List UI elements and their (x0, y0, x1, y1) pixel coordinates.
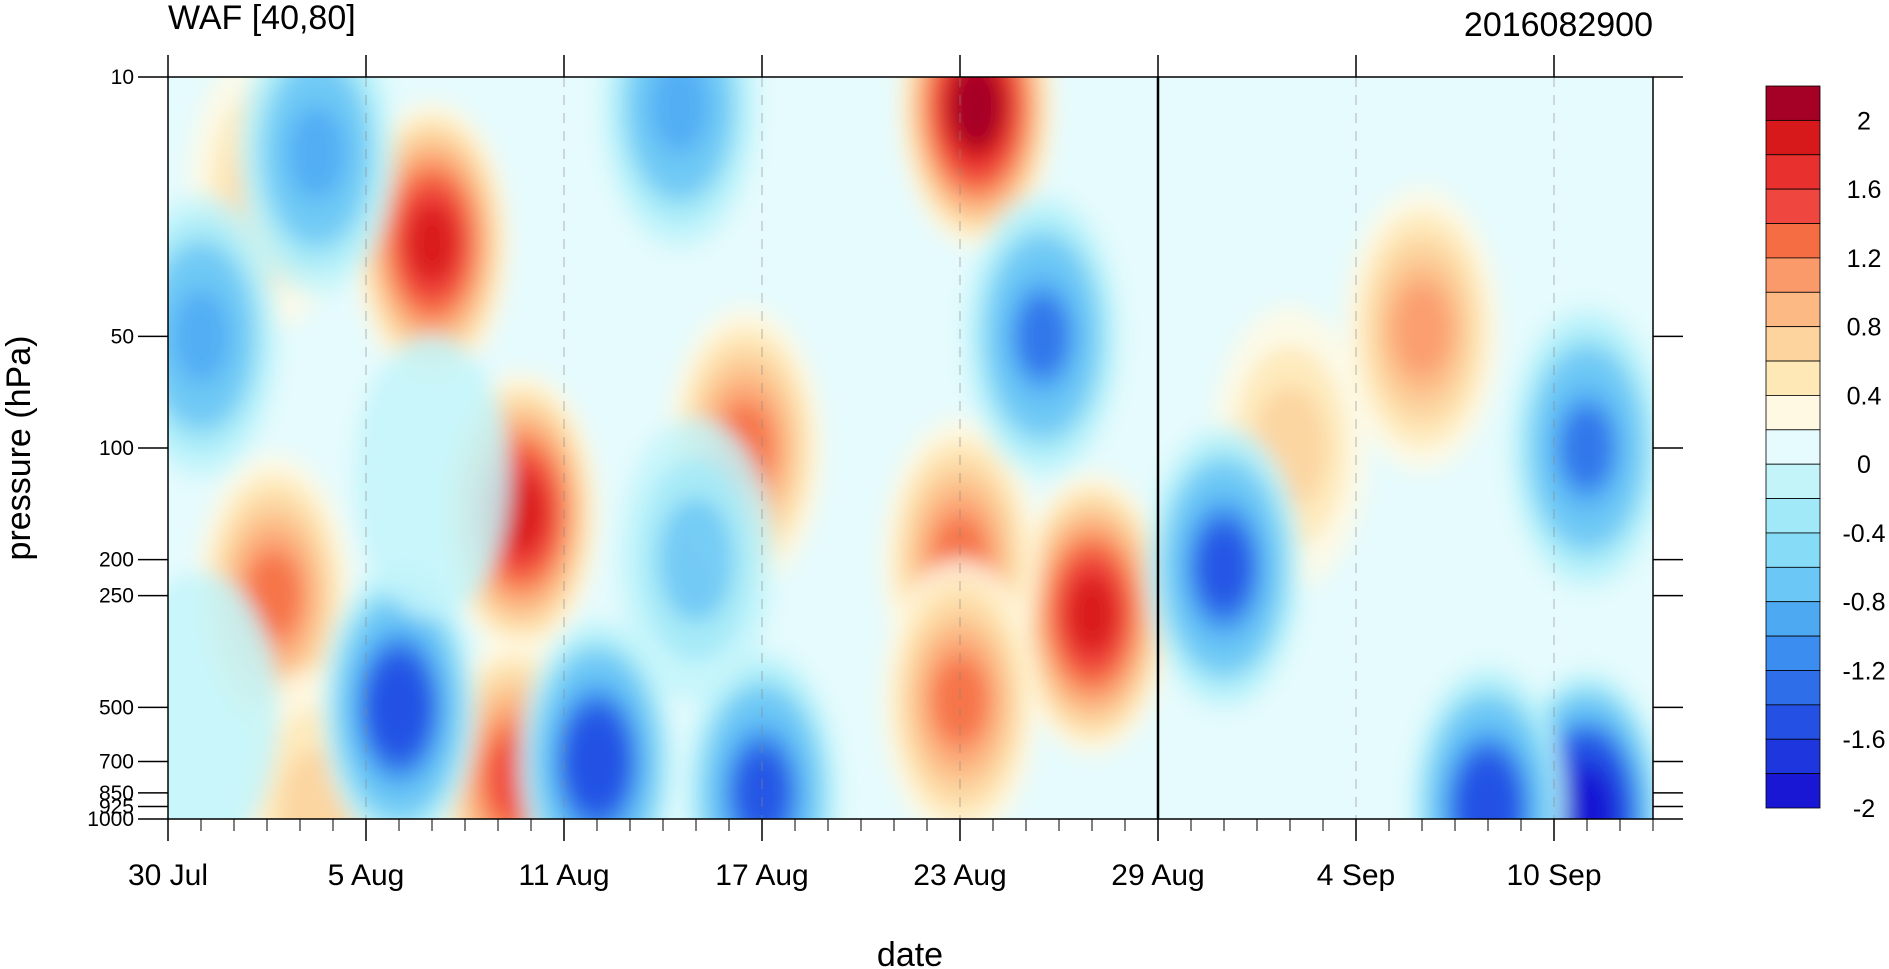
colorbar-label-10: -2 (1853, 795, 1875, 823)
x-tick-label-3: 17 Aug (715, 859, 808, 892)
y-tick-label-8: 925 (99, 795, 134, 818)
colorbar-label-9: -1.6 (1842, 726, 1885, 754)
field-feature-2-level-9 (498, 477, 544, 549)
field-feature-25-level-1 (354, 335, 510, 620)
colorbar-swatch-6 (1765, 291, 1821, 328)
colorbar-swatch-8 (1765, 360, 1821, 396)
x-tick-label-6: 4 Sep (1317, 859, 1395, 892)
colorbar-swatch-7 (1765, 326, 1821, 362)
colorbar-swatch-13 (1765, 532, 1821, 568)
x-tick-label-4: 23 Aug (913, 859, 1006, 892)
x-axis-label: date (877, 936, 943, 969)
contour-field (168, 77, 1653, 819)
chart-subtitle: 2016082900 (1464, 6, 1653, 44)
y-tick-label-9: 1000 (87, 808, 134, 831)
plot-area (168, 77, 1653, 819)
field-feature-13-level-6 (1016, 294, 1069, 379)
x-tick-label-0: 30 Jul (128, 859, 208, 892)
colorbar-label-4: 0.4 (1847, 382, 1882, 410)
colorbar-swatch-14 (1765, 566, 1821, 603)
colorbar: 2 1.6 1.2 0.8 0.4 0 -0.4 -0.8 -1.2 -1.6 -2 (1765, 85, 1886, 823)
colorbar-swatch-2 (1765, 154, 1821, 190)
colorbar-swatch-12 (1765, 498, 1821, 534)
y-tick-label-3: 200 (99, 549, 134, 572)
x-tick-label-5: 29 Aug (1111, 859, 1204, 892)
field-feature-1-level-11 (954, 77, 999, 140)
y-tick-label-5: 500 (99, 696, 134, 719)
colorbar-label-0: 2 (1857, 107, 1871, 135)
field-feature-26-level-1 (168, 571, 279, 819)
field-feature-24-level-3 (659, 497, 733, 622)
y-axis-label: pressure (hPa) (0, 336, 38, 561)
y-tick-label-2: 100 (99, 437, 134, 460)
field-feature-17-level-8 (573, 724, 621, 799)
colorbar-swatch-17 (1765, 670, 1821, 706)
colorbar-label-7: -0.8 (1842, 589, 1885, 617)
colorbar-swatch-16 (1765, 635, 1821, 671)
field-feature-0-level-9 (409, 207, 455, 279)
colorbar-swatch-9 (1765, 395, 1821, 431)
colorbar-swatch-3 (1765, 188, 1821, 224)
field-feature-22-level-8 (1464, 770, 1512, 819)
colorbar-swatch-18 (1765, 704, 1821, 740)
colorbar-label-8: -1.2 (1842, 657, 1885, 685)
field-feature-18-level-5 (651, 77, 708, 153)
field-feature-20-level-6 (1560, 406, 1614, 490)
field-feature-5-level-6 (247, 553, 300, 638)
field-feature-3-level-9 (1069, 578, 1115, 650)
colorbar-label-1: 1.6 (1847, 176, 1882, 204)
y-tick-label-1: 50 (111, 325, 134, 348)
x-axis: 30 Jul 5 Aug 11 Aug 17 Aug 23 Aug 29 Aug 4 Sep… (128, 55, 1654, 892)
field-feature-21-level-11 (1565, 779, 1609, 819)
colorbar-swatch-4 (1765, 223, 1821, 259)
y-tick-label-0: 10 (111, 66, 134, 89)
colorbar-label-5: 0 (1857, 451, 1871, 479)
field-feature-14-level-5 (288, 106, 345, 199)
colorbar-swatch-10 (1765, 429, 1821, 465)
x-tick-label-7: 10 Sep (1506, 859, 1601, 892)
colorbar-swatch-20 (1765, 773, 1821, 809)
colorbar-swatch-1 (1765, 119, 1821, 156)
y-tick-label-4: 250 (99, 585, 134, 608)
colorbar-label-2: 1.2 (1847, 245, 1882, 273)
colorbar-label-6: -0.4 (1842, 520, 1885, 548)
x-tick-label-2: 11 Aug (518, 859, 609, 892)
y-tick-label-6: 700 (99, 751, 134, 774)
field-feature-16-level-8 (375, 670, 423, 745)
colorbar-label-3: 0.8 (1847, 314, 1882, 342)
colorbar-swatch-11 (1765, 463, 1821, 499)
x-tick-label-1: 5 Aug (328, 859, 405, 892)
chart-title: WAF [40,80] (168, 0, 356, 37)
colorbar-swatch-15 (1765, 601, 1821, 637)
field-feature-9-level-5 (1393, 283, 1451, 376)
y-tick-label-7: 850 (99, 782, 134, 805)
field-feature-19-level-7 (1199, 528, 1249, 607)
colorbar-swatch-0 (1765, 85, 1821, 121)
colorbar-swatch-19 (1765, 738, 1821, 775)
colorbar-swatch-5 (1765, 257, 1821, 293)
field-feature-8-level-6 (933, 658, 987, 743)
field-feature-15-level-5 (172, 290, 230, 383)
